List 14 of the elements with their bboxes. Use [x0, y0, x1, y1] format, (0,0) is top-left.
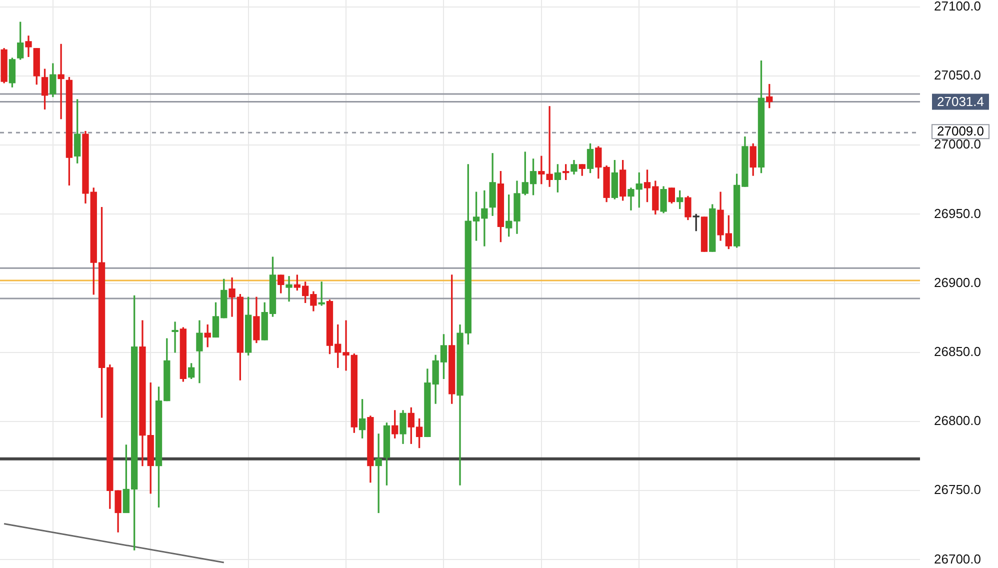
y-tick-label: 26750.0	[934, 482, 981, 498]
y-tick-label: 27050.0	[934, 68, 981, 83]
y-tick-label: 26700.0	[934, 551, 981, 566]
ref-line-label: 27009.0	[937, 124, 984, 139]
y-tick-label: 26900.0	[934, 274, 981, 290]
y-tick-label: 26800.0	[934, 413, 981, 428]
candlestick	[172, 322, 178, 353]
candlestick	[286, 276, 292, 302]
y-tick-label: 27000.0	[934, 136, 981, 152]
candlestick	[58, 44, 64, 120]
y-tick-label: 26850.0	[934, 344, 981, 359]
y-tick-label: 27100.0	[934, 0, 981, 14]
y-tick-label: 26950.0	[934, 206, 981, 221]
ref-line-label: 27031.4	[937, 94, 984, 109]
